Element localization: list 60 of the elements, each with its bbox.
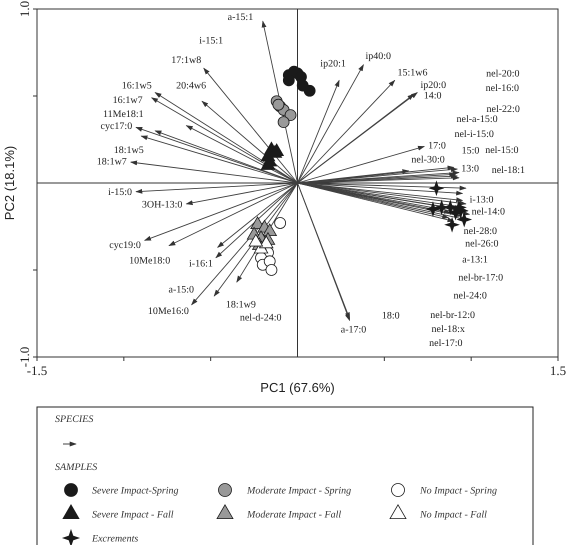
annotation: 14:0: [424, 90, 442, 102]
y-axis-title: PC2 (18.1%): [2, 146, 17, 220]
annotation: nel-20:0: [486, 68, 520, 80]
annotation: 13:0: [461, 164, 480, 175]
annotation: nel-i-15:0: [454, 129, 494, 140]
annotation: nel-16:0: [486, 83, 519, 94]
annotation: 15:1w6: [398, 67, 428, 78]
annotation: nel-30:0: [411, 154, 445, 166]
annotation: cyc19:0: [109, 240, 141, 251]
annotation: 16:1w5: [122, 80, 152, 92]
annotation: nel-26:0: [465, 238, 498, 250]
annotation: i-15:0: [108, 186, 132, 198]
legend-label: No Impact - Spring: [419, 486, 497, 496]
annotation: nel-24:0: [454, 290, 487, 302]
annotation: a-15:1: [228, 12, 254, 23]
annotation: ip40:0: [365, 51, 392, 62]
annotation: nel-d-24:0: [240, 312, 282, 324]
annotation: nel-br-12:0: [430, 310, 476, 322]
x-tick-label: 1.5: [550, 363, 566, 378]
annotation: 18:1w7: [96, 156, 127, 168]
annotation: nel-18:x: [432, 324, 465, 336]
annotation: nel-a-15:0: [456, 114, 498, 126]
annotation: ip20:1: [320, 58, 346, 70]
annotation: 17:0: [428, 140, 446, 152]
annotation: 10Me16:0: [148, 306, 189, 317]
annotation: nel-17:0: [429, 338, 462, 349]
legend-label: No Impact - Fall: [419, 510, 488, 520]
annotation: nel-15:0: [485, 145, 519, 156]
annotation: 3OH-13:0: [142, 200, 182, 211]
annotation: 18:0: [382, 310, 400, 322]
text: SPECIES: [55, 414, 94, 425]
annotation: i-13:0: [470, 194, 494, 206]
annotation: nel-18:1: [492, 164, 526, 176]
annotation: ip20:0: [420, 80, 446, 92]
legend-label: Severe Impact-Spring: [92, 486, 179, 496]
annotation: a-13:1: [462, 254, 488, 266]
text: SAMPLES: [55, 462, 98, 473]
legend-label: Severe Impact - Fall: [92, 510, 174, 520]
annotation: i-16:1: [189, 258, 213, 270]
annotation: cyc17:0: [100, 121, 132, 132]
annotation: i-15:1: [199, 36, 224, 47]
annotation: 18:1w9: [226, 299, 256, 310]
annotation: 18:1w5: [114, 145, 144, 156]
x-axis-title: PC1 (67.6%): [260, 380, 335, 395]
annotation: nel-28:0: [464, 226, 497, 237]
legend-label: Moderate Impact - Spring: [246, 486, 352, 496]
annotation: 15:0: [462, 145, 480, 156]
annotation: 16:1w7: [112, 95, 143, 106]
annotation: a-15:0: [168, 284, 194, 296]
annotation: 17:1w8: [171, 55, 202, 66]
annotation: nel-22:0: [486, 104, 520, 116]
legend-label: Moderate Impact - Fall: [246, 510, 342, 520]
annotation: a-17:0: [340, 324, 366, 336]
annotation: nel-14:0: [472, 206, 505, 218]
legend-label: Excrements: [91, 534, 138, 544]
annotation: nel-br-17:0: [458, 272, 504, 284]
annotation: 11Me18:1: [102, 108, 144, 120]
y-tick-label: 1.0: [17, 0, 32, 18]
annotation: 10Me18:0: [129, 255, 170, 266]
annotation: 20:4w6: [176, 80, 206, 92]
